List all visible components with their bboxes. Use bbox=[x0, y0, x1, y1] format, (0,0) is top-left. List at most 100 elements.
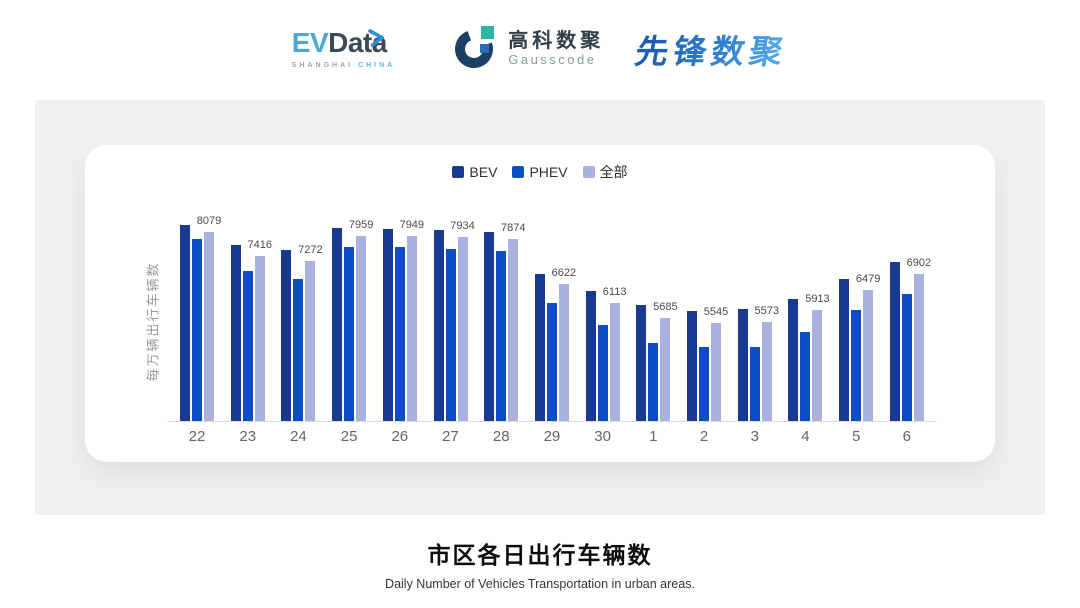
evdata-subtitle: SHANGHAI CHINA bbox=[292, 62, 395, 69]
bar-PHEV-26 bbox=[394, 247, 405, 421]
data-label-22: 8079 bbox=[196, 215, 222, 227]
bar-group-5: 6479 5 bbox=[839, 220, 880, 445]
x-axis-label-30: 30 bbox=[594, 428, 611, 445]
chart-title: 市区各日出行车辆数 bbox=[427, 542, 653, 568]
bar-BEV-6 bbox=[889, 262, 900, 421]
chart-subtitle: Daily Number of Vehicles Transportation … bbox=[385, 577, 695, 591]
bar-BEV-5 bbox=[839, 279, 850, 421]
x-axis-label-27: 27 bbox=[442, 428, 459, 445]
legend-item-BEV[interactable]: BEV bbox=[452, 164, 497, 180]
gausscode-text: 高科数聚 Gausscode bbox=[508, 30, 604, 68]
data-label-6: 6902 bbox=[906, 257, 932, 269]
legend-item-PHEV[interactable]: PHEV bbox=[512, 164, 568, 180]
bar-全部-3 bbox=[761, 322, 772, 421]
bar-BEV-26 bbox=[382, 229, 393, 421]
x-axis-label-6: 6 bbox=[902, 428, 912, 445]
bar-group-28: 7874 28 bbox=[484, 220, 525, 445]
data-label-29: 6622 bbox=[551, 267, 577, 279]
data-label-26: 7949 bbox=[399, 219, 425, 231]
y-axis-title-wrap: 每万辆出行车辆数 bbox=[141, 220, 163, 422]
gausscode-cn-text: 高科数聚 bbox=[508, 30, 605, 53]
data-label-25: 7959 bbox=[348, 219, 374, 231]
bar-PHEV-28 bbox=[496, 251, 507, 421]
data-label-5: 6479 bbox=[855, 273, 881, 285]
bar-BEV-25 bbox=[332, 228, 343, 421]
data-label-28: 7874 bbox=[500, 222, 526, 234]
bar-group-24: 7272 24 bbox=[281, 220, 323, 445]
data-label-23: 7416 bbox=[247, 239, 272, 251]
x-axis-label-29: 29 bbox=[543, 428, 561, 445]
bar-group-6: 6902 6 bbox=[889, 220, 931, 445]
bar-group-22: 8079 22 bbox=[180, 215, 221, 445]
bar-全部-29 bbox=[558, 284, 569, 421]
chart-panel: BEV PHEV 全部 每万辆出行车辆数 8079 22 7416 23 7272 24 795… bbox=[35, 100, 1045, 515]
bar-PHEV-6 bbox=[901, 294, 912, 421]
header-logos: EVData SHANGHAI CHINA 高科数聚 Gausscode 先锋数… bbox=[0, 16, 1080, 82]
bar-全部-22 bbox=[204, 232, 214, 421]
x-axis-label-2: 2 bbox=[699, 428, 709, 445]
bar-全部-4 bbox=[812, 310, 823, 421]
caption: 市区各日出行车辆数 Daily Number of Vehicles Trans… bbox=[0, 536, 1080, 591]
bar-group-27: 7934 27 bbox=[433, 220, 475, 445]
x-axis-label-26: 26 bbox=[391, 428, 409, 445]
y-axis-title: 每万辆出行车辆数 bbox=[145, 260, 161, 382]
bar-group-26: 7949 26 bbox=[382, 219, 424, 445]
bar-group-25: 7959 25 bbox=[332, 219, 373, 445]
pioneer-data-logo: 先锋数聚 bbox=[632, 25, 792, 73]
bar-PHEV-30 bbox=[597, 325, 608, 421]
x-axis-label-24: 24 bbox=[290, 428, 307, 445]
bar-group-1: 5685 1 bbox=[636, 220, 678, 445]
legend-item-全部[interactable]: 全部 bbox=[582, 162, 628, 182]
bar-PHEV-4 bbox=[800, 332, 811, 421]
bar-全部-6 bbox=[913, 274, 924, 421]
bar-BEV-27 bbox=[433, 230, 444, 421]
x-axis-label-25: 25 bbox=[340, 428, 358, 445]
bar-PHEV-22 bbox=[192, 239, 202, 421]
x-axis-label-4: 4 bbox=[801, 428, 810, 445]
bar-group-2: 5545 2 bbox=[687, 220, 728, 445]
x-axis-label-1: 1 bbox=[649, 428, 658, 445]
bar-PHEV-5 bbox=[851, 310, 862, 421]
x-axis-label-3: 3 bbox=[750, 428, 759, 445]
x-axis-label-23: 23 bbox=[239, 428, 257, 445]
bar-BEV-29 bbox=[534, 274, 545, 421]
bar-BEV-30 bbox=[585, 291, 596, 421]
data-label-4: 5913 bbox=[805, 293, 830, 305]
data-label-2: 5545 bbox=[703, 306, 729, 318]
gausscode-en-text: Gausscode bbox=[508, 52, 597, 68]
bar-group-23: 7416 23 bbox=[230, 220, 272, 445]
bar-全部-2 bbox=[711, 323, 722, 421]
bar-PHEV-27 bbox=[445, 249, 456, 421]
x-axis-label-28: 28 bbox=[492, 428, 510, 445]
bar-group-3: 5573 3 bbox=[737, 220, 779, 445]
x-axis-label-22: 22 bbox=[188, 428, 206, 445]
bar-全部-30 bbox=[609, 303, 620, 421]
bar-全部-27 bbox=[457, 237, 468, 421]
bar-全部-25 bbox=[356, 236, 367, 421]
bar-BEV-2 bbox=[687, 311, 698, 421]
data-label-24: 7272 bbox=[298, 244, 323, 256]
bar-PHEV-3 bbox=[749, 347, 760, 421]
legend-marker-全部 bbox=[582, 166, 595, 178]
bar-PHEV-1 bbox=[648, 343, 659, 421]
gausscode-g-icon bbox=[453, 24, 499, 75]
bar-全部-5 bbox=[863, 290, 874, 421]
bar-PHEV-23 bbox=[242, 271, 253, 421]
bar-PHEV-2 bbox=[699, 347, 710, 421]
bar-PHEV-24 bbox=[293, 279, 304, 421]
bar-全部-1 bbox=[660, 318, 671, 421]
bar-PHEV-29 bbox=[546, 303, 557, 421]
evdata-ev-text: EV bbox=[291, 27, 329, 58]
evdata-logo: EVData SHANGHAI CHINA bbox=[291, 27, 421, 70]
data-label-3: 5573 bbox=[754, 305, 779, 317]
bar-group-4: 5913 4 bbox=[788, 220, 830, 445]
bar-BEV-22 bbox=[180, 225, 190, 421]
evdata-arrow-icon bbox=[367, 25, 389, 53]
data-label-27: 7934 bbox=[450, 220, 475, 232]
chart-card: BEV PHEV 全部 每万辆出行车辆数 8079 22 7416 23 7272 24 795… bbox=[85, 145, 995, 462]
bar-group-30: 6113 30 bbox=[585, 220, 626, 445]
evdata-china-text: CHINA bbox=[358, 62, 396, 69]
bar-BEV-1 bbox=[636, 305, 647, 421]
bar-全部-26 bbox=[406, 236, 417, 421]
gausscode-logo: 高科数聚 Gausscode bbox=[453, 24, 604, 75]
